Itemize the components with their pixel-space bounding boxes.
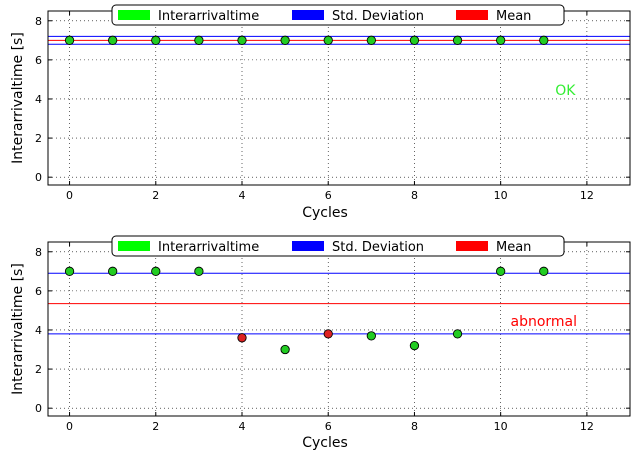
y-axis-label: Interarrivaltime [s] bbox=[10, 263, 26, 395]
legend: Interarrivaltime Std. Deviation Mean bbox=[111, 235, 565, 257]
legend-swatch bbox=[118, 241, 150, 251]
data-point bbox=[539, 35, 549, 45]
y-tick-label: 6 bbox=[35, 54, 42, 67]
x-axis-label: Cycles bbox=[302, 205, 348, 221]
data-point bbox=[237, 35, 247, 45]
y-tick-label: 2 bbox=[35, 363, 42, 376]
y-tick-label: 4 bbox=[35, 93, 42, 106]
data-point bbox=[409, 35, 420, 45]
x-tick-label: 4 bbox=[239, 189, 246, 202]
data-point bbox=[452, 329, 463, 339]
x-tick-label: 8 bbox=[411, 420, 418, 433]
legend-swatch bbox=[456, 241, 488, 251]
data-point bbox=[108, 35, 118, 45]
x-tick-label: 2 bbox=[152, 189, 159, 202]
bottom-panel: 0 2 4 6 8 10 12 0 2 4 6 8 Cycles Interarrivaltime [s]… bbox=[10, 235, 631, 451]
status-annotation: abnormal bbox=[511, 314, 578, 330]
y-tick-label: 2 bbox=[35, 132, 42, 145]
x-axis-label: Cycles bbox=[302, 435, 348, 451]
legend-box bbox=[111, 4, 565, 26]
legend-label: Std. Deviation bbox=[332, 240, 424, 255]
x-tick-label: 0 bbox=[66, 189, 73, 202]
data-point bbox=[496, 35, 506, 45]
x-tick-label: 10 bbox=[494, 189, 508, 202]
y-tick-label: 0 bbox=[35, 171, 42, 184]
y-tick-label: 8 bbox=[35, 15, 42, 28]
data-point bbox=[194, 266, 204, 276]
legend-label: Mean bbox=[496, 240, 531, 255]
x-tick-label: 6 bbox=[325, 420, 332, 433]
data-point bbox=[366, 331, 376, 341]
legend-swatch bbox=[292, 10, 324, 20]
data-point bbox=[64, 266, 75, 276]
x-tick-label: 10 bbox=[494, 420, 508, 433]
x-tick-label: 0 bbox=[66, 420, 73, 433]
legend-label: Interarrivaltime bbox=[158, 9, 259, 24]
data-point bbox=[366, 35, 376, 45]
data-point bbox=[409, 340, 420, 351]
legend-swatch bbox=[118, 10, 150, 20]
legend-box bbox=[111, 235, 565, 257]
legend-swatch bbox=[456, 10, 488, 20]
data-point bbox=[151, 35, 161, 45]
data-point bbox=[496, 266, 506, 276]
data-point bbox=[452, 35, 463, 45]
y-axis-label: Interarrivaltime [s] bbox=[10, 32, 26, 164]
data-point bbox=[323, 35, 333, 45]
data-point bbox=[64, 35, 75, 45]
data-point bbox=[194, 35, 204, 45]
y-tick-label: 4 bbox=[35, 324, 42, 337]
x-tick-label: 8 bbox=[411, 189, 418, 202]
data-point bbox=[280, 344, 290, 355]
legend-swatch bbox=[292, 241, 324, 251]
status-annotation: OK bbox=[555, 83, 576, 99]
data-point bbox=[108, 266, 118, 276]
data-point bbox=[323, 329, 333, 339]
legend-label: Mean bbox=[496, 9, 531, 24]
data-point bbox=[539, 266, 549, 276]
y-tick-label: 8 bbox=[35, 246, 42, 259]
data-point bbox=[280, 35, 290, 45]
x-tick-label: 12 bbox=[580, 189, 594, 202]
y-tick-label: 0 bbox=[35, 402, 42, 415]
x-tick-label: 2 bbox=[152, 420, 159, 433]
y-tick-label: 6 bbox=[35, 285, 42, 298]
top-panel: 0 2 4 6 8 10 12 0 2 4 6 8 Cycles Interarrivaltime [s]… bbox=[10, 4, 631, 221]
data-point bbox=[237, 333, 247, 343]
x-tick-label: 6 bbox=[325, 189, 332, 202]
legend-label: Std. Deviation bbox=[332, 9, 424, 24]
x-tick-label: 4 bbox=[239, 420, 246, 433]
legend: Interarrivaltime Std. Deviation Mean bbox=[111, 4, 565, 26]
x-tick-label: 12 bbox=[580, 420, 594, 433]
legend-label: Interarrivaltime bbox=[158, 240, 259, 255]
data-point bbox=[151, 266, 161, 276]
